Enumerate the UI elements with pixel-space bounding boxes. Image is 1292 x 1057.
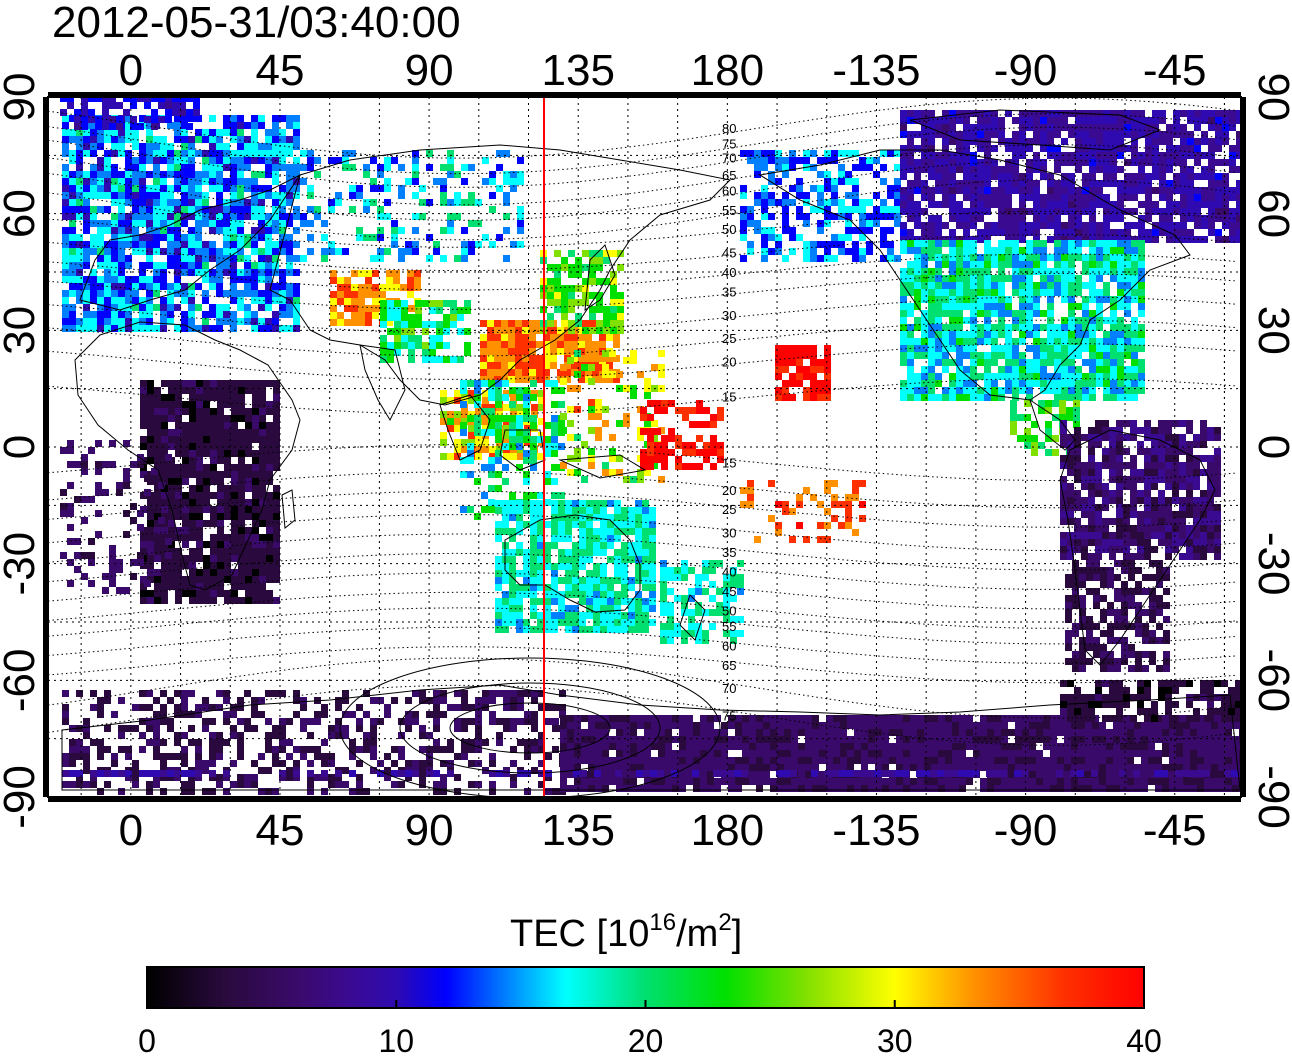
lat-tick-right: -60	[1249, 649, 1292, 713]
lon-tick-top: 0	[119, 46, 143, 95]
lon-tick-bottom: -135	[832, 806, 920, 855]
lon-tick-bottom: 135	[542, 806, 615, 855]
lon-tick-bottom: 90	[405, 806, 454, 855]
colorbar-tick-label: 0	[138, 1023, 156, 1057]
timestamp: 2012-05-31/03:40:00	[52, 0, 461, 47]
magnetic-latitude-label: 60	[722, 183, 736, 198]
magnetic-latitude-label: 65	[722, 658, 736, 673]
magnetic-latitude-label: 20	[722, 483, 736, 498]
magnetic-latitude-label: 25	[722, 331, 736, 346]
magnetic-latitude-label: 80	[722, 121, 736, 136]
magnetic-latitude-label: 30	[722, 308, 736, 323]
map-frame-right-bar	[1241, 97, 1246, 797]
lat-tick-left: 90	[0, 73, 44, 122]
lat-tick-left: 0	[0, 435, 44, 459]
magnetic-latitude-label: 15	[722, 389, 736, 404]
lat-tick-left: -60	[0, 649, 44, 713]
magnetic-latitude-label: 15	[722, 456, 736, 471]
magnetic-latitude-label: 45	[722, 584, 736, 599]
lon-tick-top: 135	[542, 46, 615, 95]
lon-tick-bottom: -45	[1143, 806, 1207, 855]
lat-lon-grid	[48, 97, 1241, 797]
lon-tick-top: -135	[832, 46, 920, 95]
magnetic-latitude-label: 35	[722, 284, 736, 299]
magnetic-latitude-label: 70	[722, 150, 736, 165]
lon-tick-top: -45	[1143, 46, 1207, 95]
lon-tick-bottom: 180	[691, 806, 764, 855]
lat-tick-right: 60	[1249, 189, 1292, 238]
lon-tick-bottom: -90	[994, 806, 1058, 855]
magnetic-latitude-label: 30	[722, 526, 736, 541]
magnetic-latitude-label: 45	[722, 246, 736, 261]
colorbar-tick-label: 30	[877, 1023, 913, 1057]
magnetic-latitude-label: 20	[722, 354, 736, 369]
colorbar: TEC [1016/m2] 0 10 20 30 40	[138, 909, 1162, 1057]
map-frame-bottom-bar	[48, 797, 1241, 802]
magnetic-latitude-label: 25	[722, 502, 736, 517]
lon-tick-top: 90	[405, 46, 454, 95]
lat-tick-left: -90	[0, 765, 44, 829]
lat-tick-right: 30	[1249, 306, 1292, 355]
colorbar-tick-label: 40	[1126, 1023, 1162, 1057]
lon-tick-top: -90	[994, 46, 1058, 95]
magnetic-latitude-label: 60	[722, 638, 736, 653]
magnetic-latitude-label: 50	[722, 222, 736, 237]
map-axes: 0 45 90 135 180 -135 -90 -450 45 90 135 180 -135 -90-…	[0, 46, 1292, 855]
map-frame-left-bar	[43, 97, 48, 797]
magnetic-latitude-label: 55	[722, 619, 736, 634]
lat-tick-right: 90	[1249, 73, 1292, 122]
magnetic-latitude-label: 75	[722, 137, 736, 152]
lat-tick-right: -90	[1249, 765, 1292, 829]
magnetic-latitude-label: 40	[722, 265, 736, 280]
lat-tick-left: 60	[0, 189, 44, 238]
lon-tick-top: 45	[255, 46, 304, 95]
colorbar-tick-label: 10	[378, 1023, 414, 1057]
lon-tick-bottom: 45	[255, 806, 304, 855]
magnetic-latitude-contours: 8075706560555045403530252015152025303540…	[48, 97, 1237, 797]
magnetic-latitude-label: 50	[722, 603, 736, 618]
lon-tick-bottom: 0	[119, 806, 143, 855]
coastlines	[61, 109, 1241, 791]
tec-map: 8075706560555045403530252015152025303540…	[48, 97, 1241, 797]
tec-data-pixels	[60, 97, 1241, 795]
lon-tick-top: 180	[691, 46, 764, 95]
colorbar-title: TEC [1016/m2]	[510, 909, 742, 955]
colorbar-ticks: 0 10 20 30 40	[138, 1000, 1162, 1057]
colorbar-tick-label: 20	[628, 1023, 664, 1057]
magnetic-latitude-label: 70	[722, 681, 736, 696]
lat-tick-left: 30	[0, 306, 44, 355]
lat-tick-right: 0	[1249, 435, 1292, 459]
magnetic-latitude-label: 35	[722, 545, 736, 560]
lat-tick-left: -30	[0, 532, 44, 596]
magnetic-latitude-label: 55	[722, 203, 736, 218]
magnetic-latitude-label: 75	[722, 708, 736, 723]
magnetic-latitude-label: 40	[722, 564, 736, 579]
lat-tick-right: -30	[1249, 532, 1292, 596]
map-frame-top-bar	[48, 92, 1241, 97]
